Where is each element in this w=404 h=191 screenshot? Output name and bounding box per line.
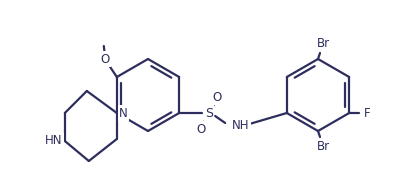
Text: Br: Br: [316, 141, 330, 154]
Text: O: O: [197, 122, 206, 135]
Text: O: O: [213, 91, 222, 104]
Text: N: N: [119, 107, 128, 120]
Text: S: S: [205, 107, 213, 120]
Text: NH: NH: [232, 118, 250, 131]
Text: O: O: [100, 53, 109, 66]
Text: HN: HN: [45, 134, 63, 147]
Text: F: F: [364, 107, 370, 120]
Text: Br: Br: [316, 36, 330, 49]
